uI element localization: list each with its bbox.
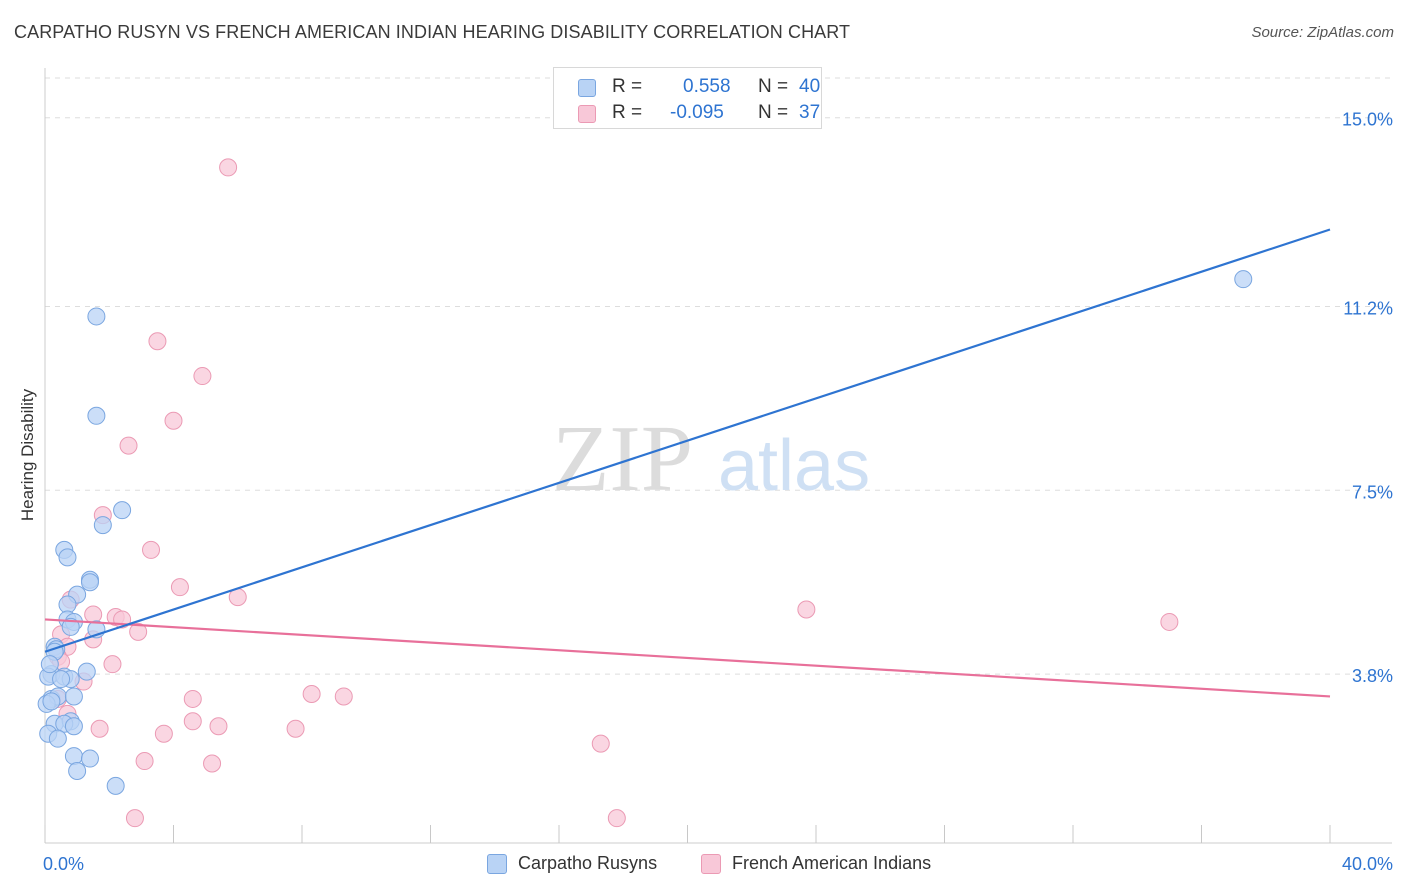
data-point (119, 436, 138, 455)
legend-swatch-pink (701, 854, 721, 874)
r-label: R = (612, 102, 643, 123)
data-point (1160, 612, 1179, 631)
y-tick-label: 15.0% (1342, 110, 1393, 130)
data-point (164, 411, 183, 430)
data-point (135, 752, 154, 771)
data-point (148, 332, 167, 351)
data-point (93, 516, 112, 535)
chart-title: CARPATHO RUSYN VS FRENCH AMERICAN INDIAN… (14, 22, 851, 42)
trendline-french-american-indians (44, 618, 1331, 698)
watermark: ZIP atlas (552, 407, 870, 511)
data-point (80, 573, 99, 592)
data-point (193, 367, 212, 386)
data-point (286, 719, 305, 738)
source-label: Source: ZipAtlas.com (1251, 24, 1394, 41)
y-tick-label: 3.8% (1352, 666, 1393, 686)
data-point (1234, 270, 1253, 289)
tick-labels: 3.8% 7.5% 11.2% 15.0% 0.0% 40.0% (43, 110, 1393, 874)
x-tick-label: 0.0% (43, 854, 84, 874)
data-point (183, 712, 202, 731)
n-value: 37 (799, 102, 821, 123)
data-point (607, 809, 626, 828)
x-tick-label: 40.0% (1342, 854, 1393, 874)
data-point (142, 540, 161, 559)
data-point (170, 578, 189, 597)
data-point (40, 655, 59, 674)
legend-swatch-blue (487, 854, 507, 874)
data-point (90, 719, 109, 738)
data-point (113, 501, 132, 520)
y-tick-label: 11.2% (1343, 299, 1393, 319)
n-label: N = (758, 76, 789, 97)
trendlines (44, 228, 1331, 698)
series-carpatho-rusyns (37, 270, 1253, 795)
data-point (103, 655, 122, 674)
data-point (64, 687, 83, 706)
data-point (302, 684, 321, 703)
data-point (84, 605, 103, 624)
r-label: R = (612, 76, 643, 97)
data-point (87, 307, 106, 326)
y-tick-label: 7.5% (1352, 482, 1393, 502)
data-point (48, 729, 67, 748)
data-point (68, 761, 87, 780)
r-value: -0.095 (670, 102, 724, 123)
watermark-atlas: atlas (718, 426, 870, 506)
data-point (203, 754, 222, 773)
legend-label: Carpatho Rusyns (518, 853, 658, 873)
legend-swatch-pink (578, 105, 596, 123)
data-point (334, 687, 353, 706)
data-point (106, 776, 125, 795)
data-point (64, 747, 83, 766)
data-point (797, 600, 816, 619)
data-point (591, 734, 610, 753)
data-point (77, 662, 96, 681)
data-point (61, 617, 80, 636)
n-label: N = (758, 102, 789, 123)
data-point (58, 548, 77, 567)
data-point (154, 724, 173, 743)
legend-swatch-blue (578, 79, 596, 97)
data-point (219, 158, 238, 177)
data-point (80, 749, 99, 768)
r-value: 0.558 (683, 76, 731, 97)
data-point (87, 406, 106, 425)
data-point (183, 689, 202, 708)
legend-label: French American Indians (732, 853, 932, 873)
trendline-carpatho-rusyns (44, 228, 1331, 653)
data-point (64, 717, 83, 736)
correlation-legend: R = 0.558 N = 40 R = -0.095 N = 37 (553, 67, 822, 129)
data-point (129, 622, 148, 641)
watermark-zip: ZIP (552, 407, 693, 511)
n-value: 40 (799, 76, 821, 97)
data-point (125, 809, 144, 828)
data-point (52, 670, 71, 689)
data-point (42, 692, 61, 711)
data-point (209, 717, 228, 736)
y-axis-label: Hearing Disability (18, 388, 37, 522)
axes (44, 68, 1392, 844)
